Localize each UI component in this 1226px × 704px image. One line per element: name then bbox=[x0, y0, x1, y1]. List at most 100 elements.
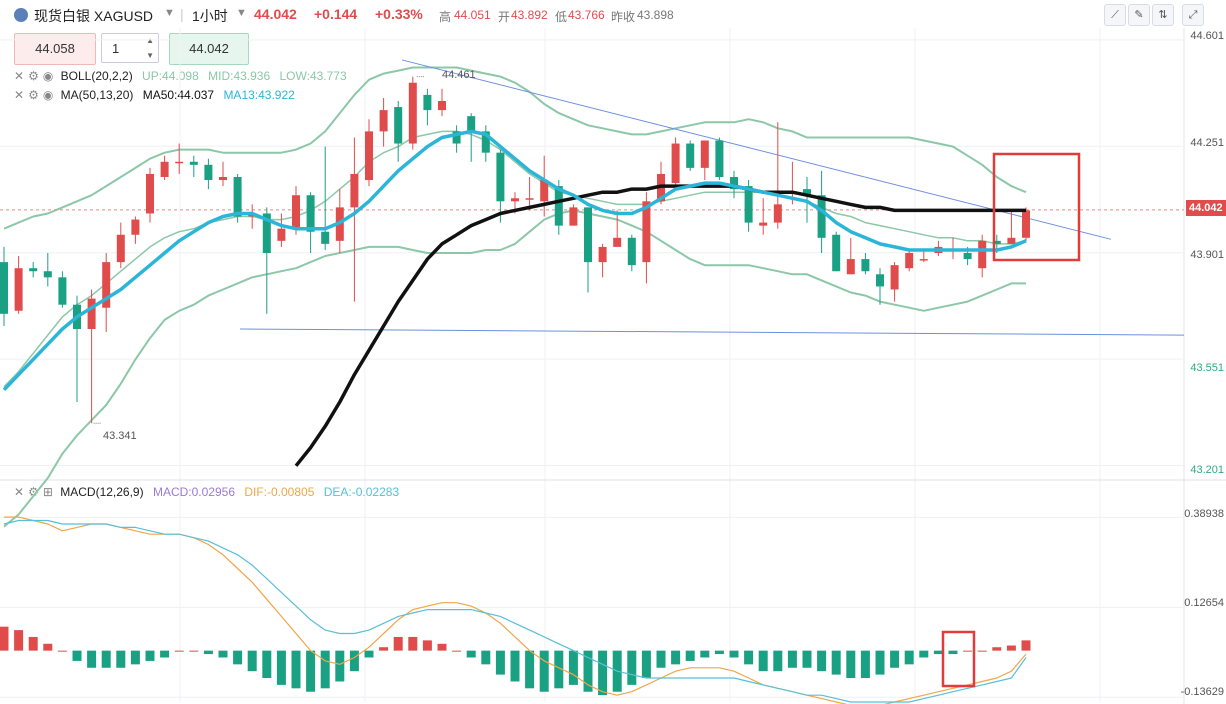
macd-bar bbox=[364, 650, 374, 658]
macd-bar bbox=[1006, 645, 1016, 651]
candle-body bbox=[116, 234, 125, 263]
macd-name: MACD(12,26,9) bbox=[60, 485, 144, 499]
candle-body bbox=[306, 195, 315, 232]
symbol-name[interactable]: 现货白银 XAGUSD bbox=[34, 8, 154, 24]
candle-body bbox=[671, 143, 680, 184]
candle-body bbox=[730, 176, 738, 190]
settings-icon[interactable]: ⚙ bbox=[28, 485, 39, 499]
candle-body bbox=[627, 237, 636, 266]
macd-bar bbox=[145, 650, 155, 661]
boll-upper-line bbox=[3, 66, 1027, 230]
candle-body bbox=[598, 246, 607, 263]
macd-bar bbox=[408, 636, 418, 651]
settings-icon[interactable]: ⚙ bbox=[28, 88, 39, 102]
candle-body bbox=[365, 131, 373, 181]
ma50-value: MA50:44.037 bbox=[142, 88, 215, 102]
macd-bar bbox=[218, 650, 228, 658]
macd-bar bbox=[948, 650, 958, 655]
candle-body bbox=[992, 240, 1001, 244]
boll-name: BOLL(20,2,2) bbox=[60, 69, 133, 83]
candle-body bbox=[876, 274, 884, 287]
stepper-down-icon[interactable]: ▼ bbox=[146, 51, 154, 60]
candle-body bbox=[715, 140, 724, 177]
candle-body bbox=[832, 234, 841, 272]
symbol-dropdown-icon[interactable]: ▼ bbox=[164, 7, 175, 19]
candle-body bbox=[496, 152, 505, 202]
price-tick-label: 44.251 bbox=[1190, 137, 1224, 149]
candle-body bbox=[394, 107, 403, 144]
candle-body bbox=[29, 268, 38, 272]
high-label: 高 bbox=[439, 10, 452, 24]
candle-body bbox=[438, 100, 446, 111]
macd-bar bbox=[452, 650, 462, 652]
macd-bar bbox=[349, 650, 359, 672]
macd-bar bbox=[466, 650, 476, 658]
candle-body bbox=[452, 131, 461, 144]
open-label: 开 bbox=[498, 10, 511, 24]
ma13-value: MA13:43.922 bbox=[223, 88, 295, 102]
candle-body bbox=[58, 277, 67, 305]
macd-bar bbox=[831, 650, 841, 675]
settings-icon[interactable]: ⚙ bbox=[28, 69, 39, 83]
price-tick-label: 43.551 bbox=[1190, 362, 1224, 374]
open-value: 43.892 bbox=[511, 8, 548, 22]
macd-tick-label: 0.12654 bbox=[1184, 597, 1224, 609]
macd-bar bbox=[437, 643, 447, 651]
macd-bar bbox=[817, 650, 827, 672]
candle-body bbox=[686, 143, 695, 168]
macd-bar bbox=[539, 650, 549, 692]
timeframe-select[interactable]: 1小时 bbox=[192, 8, 228, 24]
sell-price-box[interactable]: 44.058 bbox=[14, 33, 96, 65]
candle-body bbox=[189, 161, 198, 165]
close-icon[interactable]: ✕ bbox=[14, 485, 25, 499]
symbol-logo-icon bbox=[14, 8, 28, 22]
eye-icon[interactable]: ◉ bbox=[42, 69, 54, 83]
candle-body bbox=[700, 140, 709, 168]
dea-line bbox=[3, 519, 1027, 703]
candle-body bbox=[584, 207, 592, 263]
candle-body bbox=[292, 195, 300, 229]
buy-price-box[interactable]: 44.042 bbox=[169, 33, 249, 65]
close-icon[interactable]: ✕ bbox=[14, 69, 25, 83]
candle-body bbox=[540, 180, 549, 202]
pencil-icon[interactable]: ✎ bbox=[1128, 4, 1150, 26]
macd-bar bbox=[101, 650, 111, 668]
candle-body bbox=[43, 271, 52, 278]
macd-bar bbox=[422, 640, 432, 651]
candle-body bbox=[861, 259, 870, 272]
macd-bar bbox=[393, 636, 403, 651]
expand-icon[interactable]: ⊞ bbox=[42, 485, 53, 499]
macd-bar bbox=[802, 650, 812, 668]
eye-icon[interactable]: ◉ bbox=[42, 88, 54, 102]
candle-body bbox=[511, 198, 519, 202]
macd-bar bbox=[568, 650, 578, 685]
line-tool-icon[interactable]: ⟋ bbox=[1104, 4, 1126, 26]
macd-bar bbox=[554, 650, 564, 689]
candle-body bbox=[219, 176, 227, 181]
macd-bar bbox=[262, 650, 272, 679]
macd-bar bbox=[904, 650, 914, 665]
candle-body bbox=[905, 253, 914, 269]
candle-body bbox=[131, 219, 140, 235]
fullscreen-icon[interactable]: ⤢ bbox=[1182, 4, 1204, 26]
compare-icon[interactable]: ⇅ bbox=[1152, 4, 1174, 26]
candle-body bbox=[803, 189, 811, 196]
quantity-value: 1 bbox=[112, 41, 120, 56]
boll-legend: ✕ ⚙ ◉ BOLL(20,2,2) UP:44.098 MID:43.936 LO… bbox=[14, 69, 353, 83]
timeframe-dropdown-icon[interactable]: ▼ bbox=[236, 7, 247, 19]
boll-up: UP:44.098 bbox=[142, 69, 199, 83]
macd-bar bbox=[700, 650, 710, 658]
macd-bar bbox=[992, 647, 1002, 651]
low-value: 43.766 bbox=[568, 8, 605, 22]
macd-bar bbox=[174, 650, 184, 652]
macd-bar bbox=[379, 647, 389, 651]
quantity-input[interactable]: 1 ▲ ▼ bbox=[101, 33, 159, 63]
macd-bar bbox=[28, 636, 38, 651]
stepper-up-icon[interactable]: ▲ bbox=[146, 36, 154, 45]
candle-body bbox=[277, 228, 286, 241]
ma-legend: ✕ ⚙ ◉ MA(50,13,20) MA50:44.037 MA13:43.922 bbox=[14, 88, 301, 102]
header-bar: 现货白银 XAGUSD ▼ | 1小时 ▼ 44.042 +0.144 +0.3… bbox=[0, 0, 1226, 28]
close-icon[interactable]: ✕ bbox=[14, 88, 25, 102]
